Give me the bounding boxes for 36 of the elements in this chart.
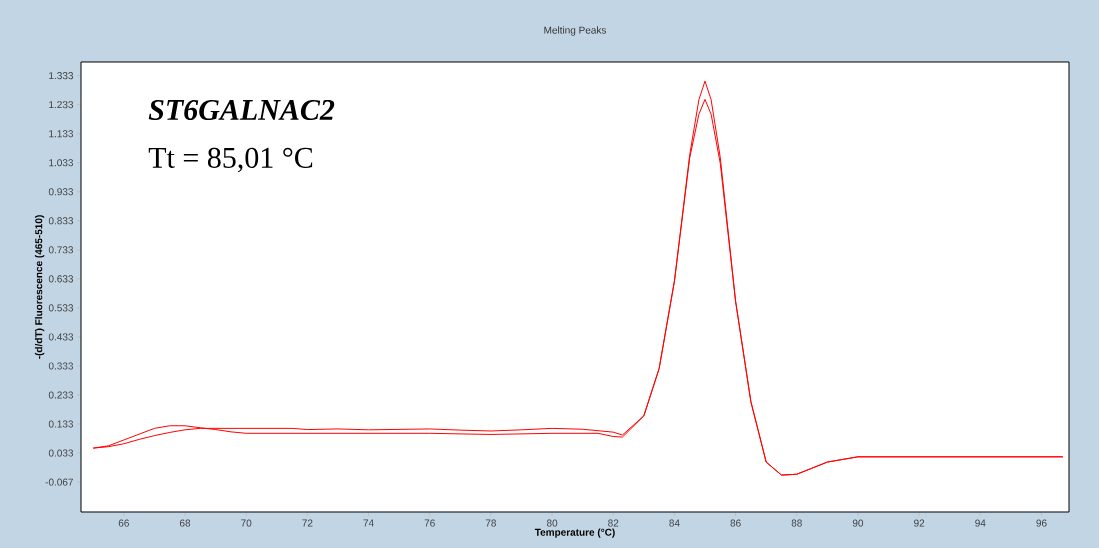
y-tick-label: 0.033 [48, 449, 74, 457]
x-tick-label: 90 [852, 519, 864, 527]
y-tick-label: 0.333 [48, 362, 74, 370]
x-tick-label: 94 [975, 519, 986, 527]
annotation: ST6GALNAC2 [148, 99, 335, 121]
x-tick-label: 92 [914, 519, 925, 527]
x-tick-label: 66 [118, 519, 129, 527]
x-tick-label: 78 [485, 519, 497, 527]
y-tick-label: 1.033 [49, 159, 74, 167]
y-tick-label: 0.433 [48, 333, 74, 341]
y-axis-title: -(d/dT) Fluorescence (465-510) [34, 215, 45, 359]
x-tick-label: 68 [179, 519, 191, 527]
x-tick-label: 80 [546, 519, 558, 527]
x-tick-label: 72 [302, 519, 313, 527]
x-axis-title: Temperature (°C) [534, 528, 615, 538]
x-tick-label: 88 [791, 519, 802, 527]
chart-title: Melting Peaks [544, 26, 607, 36]
y-tick-label: 1.233 [49, 101, 74, 109]
y-tick-label: 0.233 [48, 391, 74, 399]
x-tick-label: 84 [669, 519, 680, 527]
y-tick-label: 0.533 [48, 304, 74, 312]
y-tick-label: -0.067 [45, 478, 73, 486]
x-tick-label: 96 [1036, 519, 1047, 527]
x-tick-label: 76 [424, 519, 435, 527]
y-tick-label: 0.133 [48, 420, 74, 428]
y-tick-label: 1.333 [49, 72, 74, 80]
y-tick-label: 0.633 [48, 275, 74, 283]
y-tick-label: 0.933 [48, 188, 74, 196]
x-tick-label: 70 [241, 519, 252, 527]
y-tick-label: 0.833 [48, 217, 74, 225]
y-tick-label: 0.733 [48, 246, 74, 254]
x-tick-label: 82 [608, 519, 619, 527]
annotation: Tt = 85,01 °C [148, 147, 313, 173]
y-tick-label: 1.133 [49, 130, 74, 138]
x-tick-label: 86 [730, 519, 741, 527]
x-tick-label: 74 [363, 519, 374, 527]
